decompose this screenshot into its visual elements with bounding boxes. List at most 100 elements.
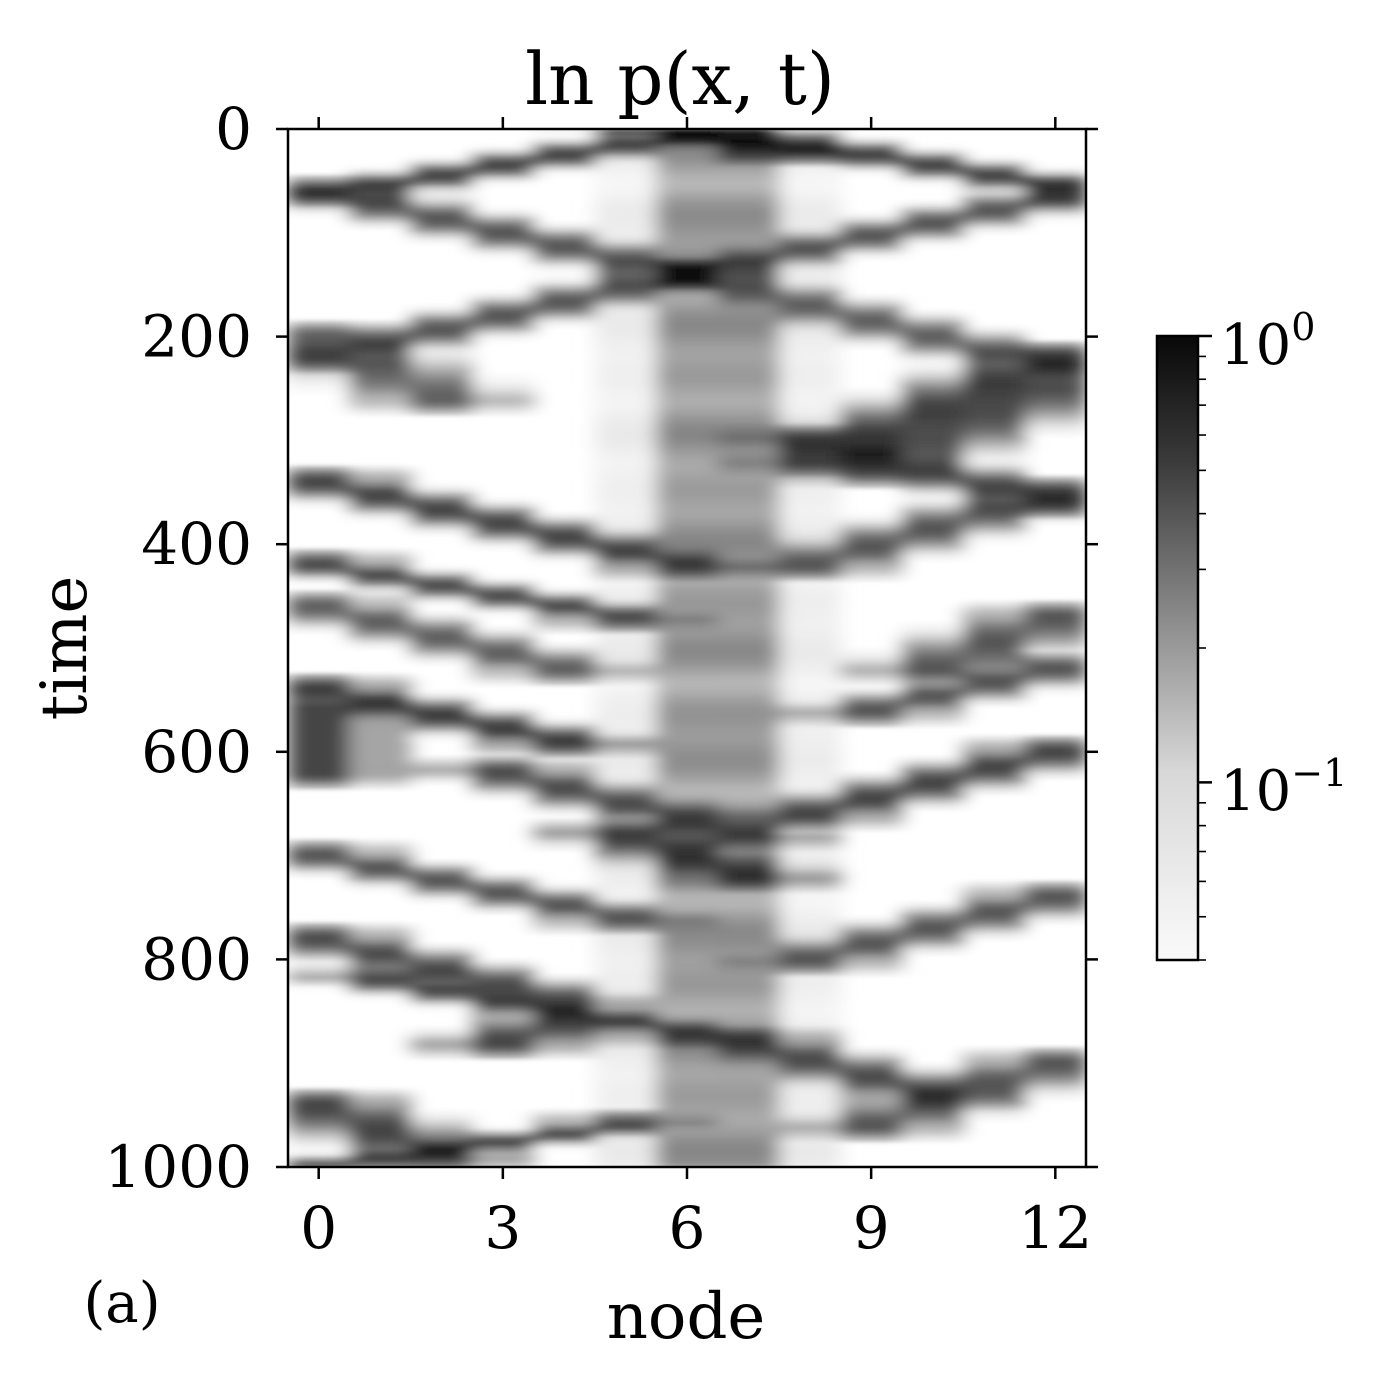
heatmap-cell — [594, 673, 657, 680]
heatmap-cell — [594, 601, 657, 608]
heatmap-cell — [594, 357, 657, 364]
heatmap-cell — [288, 933, 350, 940]
heatmap-cell — [594, 725, 657, 732]
heatmap-cell — [533, 554, 596, 561]
y-tick-label: 400 — [141, 510, 252, 578]
heatmap-cell — [779, 658, 842, 665]
heatmap-cell — [533, 886, 596, 893]
heatmap-cell — [594, 1078, 657, 1085]
heatmap-cell — [717, 1125, 780, 1132]
heatmap-cell — [594, 414, 657, 421]
heatmap-cell — [963, 170, 1026, 177]
heatmap-cell — [472, 523, 535, 530]
heatmap-cell — [901, 622, 964, 628]
heatmap-cell — [656, 222, 719, 229]
heatmap-cell — [901, 549, 964, 556]
heatmap-cell — [717, 315, 780, 322]
heatmap-cell — [349, 321, 412, 327]
heatmap-cell — [594, 232, 657, 239]
heatmap-cell — [594, 393, 657, 400]
heatmap-cell — [779, 803, 842, 810]
heatmap-cell — [533, 736, 596, 743]
heatmap-cell — [963, 196, 1026, 203]
heatmap-cell — [656, 476, 719, 483]
heatmap-cell — [901, 445, 964, 452]
heatmap-cell — [717, 850, 780, 857]
heatmap-cell — [594, 253, 657, 260]
heatmap-cell — [410, 186, 473, 192]
heatmap-cell — [349, 865, 412, 872]
heatmap-cell — [594, 258, 657, 265]
heatmap-cell — [717, 154, 780, 161]
heatmap-cell — [717, 590, 780, 597]
heatmap-cell — [533, 679, 596, 685]
heatmap-cell — [533, 782, 596, 789]
heatmap-cell — [840, 673, 903, 680]
heatmap-cell — [594, 995, 657, 1002]
heatmap-cell — [901, 1068, 964, 1075]
y-tick-label: 200 — [141, 303, 252, 371]
heatmap-cell — [656, 756, 719, 763]
heatmap-cell — [349, 886, 412, 893]
heatmap-cell — [901, 243, 964, 249]
heatmap-cell — [963, 165, 1026, 172]
heatmap-cell — [594, 756, 657, 763]
heatmap-cell — [779, 897, 842, 903]
heatmap-cell — [594, 710, 657, 717]
heatmap-cell — [594, 507, 657, 514]
heatmap-cell — [717, 1068, 780, 1075]
heatmap-cell — [656, 814, 719, 820]
heatmap-cell — [963, 762, 1026, 768]
heatmap-cell — [779, 165, 842, 172]
heatmap-cell — [717, 606, 780, 613]
heatmap-cell — [410, 564, 473, 571]
heatmap-cell — [656, 1052, 719, 1059]
heatmap-cell — [533, 642, 596, 649]
heatmap-cell — [288, 756, 350, 763]
heatmap-cell — [349, 881, 412, 888]
heatmap-cell — [779, 383, 842, 390]
heatmap-cell — [717, 694, 780, 701]
heatmap-cell — [840, 232, 903, 239]
heatmap-cell — [656, 367, 719, 374]
heatmap-cell — [472, 310, 535, 317]
heatmap-cell — [840, 803, 903, 810]
heatmap-cell — [594, 466, 657, 473]
heatmap-cell — [901, 487, 964, 493]
heatmap-cell — [963, 907, 1026, 914]
heatmap-cell — [901, 642, 964, 649]
heatmap-cell — [963, 502, 1026, 509]
heatmap-cell — [779, 466, 842, 473]
heatmap-cell — [840, 1125, 903, 1132]
heatmap-cell — [410, 881, 473, 888]
heatmap-cell — [779, 409, 842, 416]
heatmap-cell — [840, 1052, 903, 1059]
heatmap-cell — [472, 180, 535, 187]
heatmap-cell — [963, 430, 1026, 436]
heatmap-cell — [288, 580, 350, 587]
heatmap-cell — [594, 876, 657, 883]
heatmap-cell — [656, 1151, 719, 1158]
heatmap-cell — [410, 990, 473, 997]
heatmap-cell — [717, 860, 780, 867]
heatmap-cell — [594, 798, 657, 805]
heatmap-cell — [533, 845, 596, 852]
heatmap-cell — [349, 871, 412, 877]
heatmap-cell — [840, 476, 903, 483]
heatmap-cell — [410, 1151, 473, 1158]
heatmap-cell — [901, 1099, 964, 1106]
heatmap-cell — [594, 196, 657, 203]
heatmap-cell — [779, 393, 842, 400]
heatmap-cell — [349, 590, 412, 597]
heatmap-cell — [840, 404, 903, 410]
heatmap-cell — [656, 315, 719, 322]
heatmap-cell — [717, 756, 780, 763]
heatmap-cell — [594, 430, 657, 436]
heatmap-cell — [656, 611, 719, 618]
heatmap-cell — [717, 414, 780, 421]
heatmap-cell — [594, 1146, 657, 1153]
heatmap-cell — [963, 1047, 1026, 1054]
heatmap-cell — [779, 964, 842, 971]
heatmap-cell — [901, 201, 964, 208]
heatmap-cell — [472, 746, 535, 753]
